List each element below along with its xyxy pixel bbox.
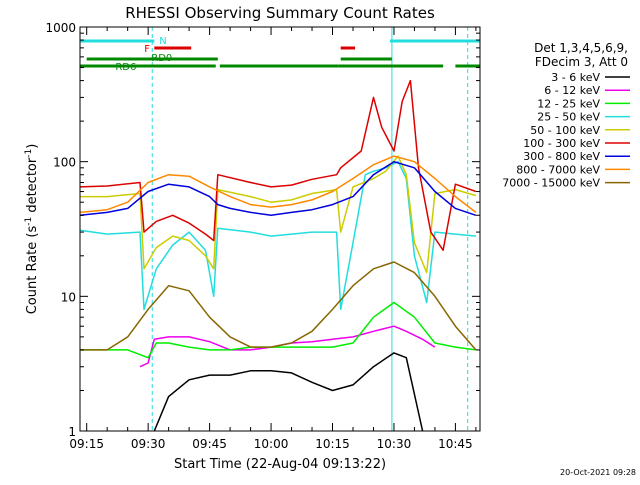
y-tick-label-1: 100	[53, 156, 76, 170]
x-axis-label: Start Time (22-Aug-04 09:13:22)	[174, 457, 386, 472]
legend-label-2: 12 - 25 keV	[537, 97, 600, 110]
legend-header-line-1: Det 1,3,4,5,6,9,	[534, 41, 628, 55]
legend-label-0: 3 - 6 keV	[551, 71, 600, 84]
legend-header-line-2: FDecim 3, Att 0	[535, 55, 628, 69]
series-line-0	[153, 352, 424, 432]
legend-label-1: 6 - 12 keV	[544, 84, 600, 97]
series-line-4	[80, 155, 477, 274]
series-line-5	[79, 79, 477, 251]
plot-frame	[79, 26, 481, 432]
x-tick-label-4: 10:15	[315, 437, 350, 451]
y-tick-label-3: 1	[68, 425, 76, 439]
series-line-7	[79, 155, 477, 214]
x-axis-ticks: 09:15 09:30 09:45 10:00 10:15 10:30 10:45	[69, 27, 477, 451]
y-tick-label-2: 10	[61, 290, 76, 304]
legend-label-7: 800 - 7000 keV	[516, 163, 600, 176]
x-tick-label-2: 09:45	[192, 437, 227, 451]
legend-label-8: 7000 - 15000 keV	[502, 177, 600, 190]
chart-title: RHESSI Observing Summary Count Rates	[125, 4, 435, 22]
legend-label-5: 100 - 300 keV	[523, 137, 600, 150]
legend-label-3: 25 - 50 keV	[537, 111, 600, 124]
x-tick-label-5: 10:30	[377, 437, 412, 451]
y-axis-ticks: 1000 100 10 1	[45, 21, 480, 439]
x-tick-label-1: 09:30	[131, 437, 166, 451]
series-line-3	[79, 160, 476, 311]
flag-label-n: N	[159, 36, 166, 47]
legend-label-6: 300 - 800 keV	[523, 150, 600, 163]
series-line-8	[80, 261, 477, 351]
y-tick-label-0: 1000	[45, 21, 76, 35]
footer-timestamp: 20-Oct-2021 09:28	[560, 468, 636, 477]
x-tick-label-3: 10:00	[254, 437, 289, 451]
x-tick-label-0: 09:15	[69, 437, 104, 451]
flag-label-f: F	[144, 44, 150, 55]
y-axis-label: Count Rate (s-1 detector-1)	[24, 144, 40, 315]
flag-label-rd6: RD6	[115, 62, 136, 73]
series-line-6	[79, 160, 477, 217]
x-tick-label-6: 10:45	[438, 437, 473, 451]
flag-label-rd0: RD0	[151, 53, 172, 64]
legend-label-4: 50 - 100 keV	[530, 124, 600, 137]
